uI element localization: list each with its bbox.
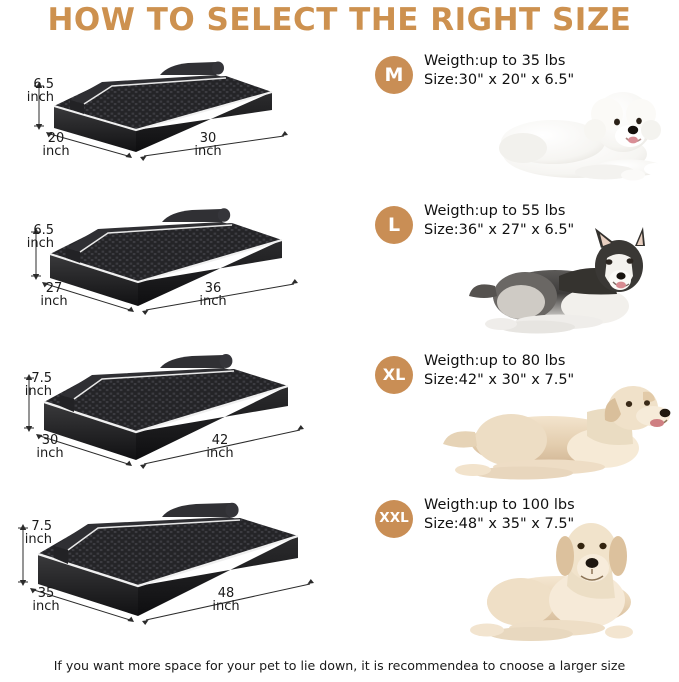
- bed-illustration-xl: 7.5 inch 30 inch 42 inch: [0, 348, 340, 498]
- size-info-l: L Weigth:up to 55 lbs Size:36" x 27" x 6…: [365, 198, 679, 348]
- dog-photo-yellow-labrador: [461, 506, 676, 646]
- size-info-m: M Weigth:up to 35 lbs Size:30" x 20" x 6…: [365, 48, 679, 198]
- dog-bed-drawing: [34, 52, 290, 161]
- dog-photo-siberian-husky: [463, 224, 673, 339]
- size-line: Size:36" x 27" x 6.5": [424, 222, 575, 239]
- size-info-xxl: XXL Weigth:up to 100 lbs Size:48" x 35" …: [365, 492, 679, 657]
- size-line: Size:48" x 35" x 7.5": [424, 516, 575, 533]
- dog-bed-drawing: [31, 202, 300, 315]
- weight-line: Weigth:up to 35 lbs: [424, 53, 566, 69]
- dog-bed-drawing: [24, 350, 306, 469]
- size-badge-xxl[interactable]: XXL: [375, 500, 413, 538]
- bed-illustration-l: 6.5 inch 27 inch 36 inch: [0, 198, 340, 348]
- bed-height-label: 6.5 inch: [26, 223, 54, 252]
- bed-depth-label: 36 inch: [199, 281, 227, 310]
- bed-height-label: 7.5 inch: [24, 519, 52, 548]
- bed-depth-label: 48 inch: [212, 586, 240, 615]
- footer-note: If you want more space for your pet to l…: [53, 658, 626, 673]
- size-info-xl: XL Weigth:up to 80 lbs Size:42" x 30" x …: [365, 348, 679, 498]
- dog-bed-drawing: [18, 498, 316, 625]
- weight-line: Weigth:up to 100 lbs: [424, 497, 575, 513]
- size-spec-xxl: Weigth:up to 100 lbs Size:48" x 35" x 7.…: [424, 496, 575, 535]
- size-row-xxl: 7.5 inch 35 inch 48 inch XXL Weigth:up to 1…: [0, 492, 679, 657]
- bed-width-label: 35 inch: [32, 586, 60, 615]
- size-spec-l: Weigth:up to 55 lbs Size:36" x 27" x 6.5…: [424, 202, 574, 241]
- bed-illustration-m: 6.5 inch 20 inch 30 inch: [0, 48, 340, 198]
- size-row-l: 6.5 inch 27 inch 36 inch L Weigth:up to 55 …: [0, 198, 679, 348]
- dog-photo-golden-retriever: [437, 368, 677, 488]
- size-badge-l[interactable]: L: [375, 206, 413, 244]
- size-row-xl: 7.5 inch 30 inch 42 inch XL Weigth:up to 80…: [0, 348, 679, 498]
- size-row-m: 6.5 inch 20 inch 30 inch M Weigth:up to 35 …: [0, 48, 679, 198]
- weight-line: Weigth:up to 80 lbs: [424, 353, 566, 369]
- weight-line: Weigth:up to 55 lbs: [424, 203, 566, 219]
- dog-photo-bichon-frise: [483, 76, 673, 186]
- bed-height-label: 7.5 inch: [24, 371, 52, 400]
- size-line: Size:42" x 30" x 7.5": [424, 372, 575, 389]
- size-badge-m[interactable]: M: [375, 56, 413, 94]
- bed-width-label: 20 inch: [42, 131, 70, 160]
- page-title: HOW TO SELECT THE RIGHT SIZE: [47, 2, 632, 38]
- bed-depth-label: 30 inch: [194, 131, 222, 160]
- size-spec-m: Weigth:up to 35 lbs Size:30" x 20" x 6.5…: [424, 52, 574, 91]
- size-line: Size:30" x 20" x 6.5": [424, 72, 575, 89]
- size-spec-xl: Weigth:up to 80 lbs Size:42" x 30" x 7.5…: [424, 352, 574, 391]
- bed-height-label: 6.5 inch: [26, 77, 54, 106]
- bed-depth-label: 42 inch: [206, 433, 234, 462]
- size-badge-xl[interactable]: XL: [375, 356, 413, 394]
- bed-illustration-xxl: 7.5 inch 35 inch 48 inch: [0, 492, 340, 657]
- bed-width-label: 27 inch: [40, 281, 68, 310]
- bed-width-label: 30 inch: [36, 433, 64, 462]
